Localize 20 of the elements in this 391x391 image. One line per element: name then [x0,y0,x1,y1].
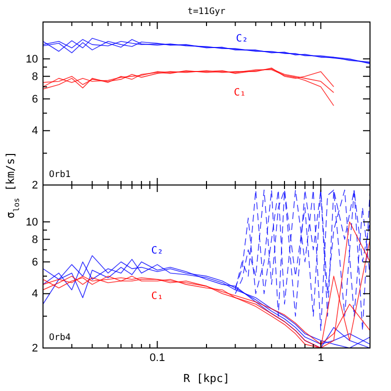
y-tick-label: 4 [32,288,38,300]
chart-title: t=11Gyr [188,7,226,17]
y-tick-label: 2 [32,342,38,355]
y-tick-label: 4 [32,125,38,138]
annotation: C₂ [236,34,248,45]
y-tick-label: 10 [26,53,38,66]
x-axis-title: R [kpc] [183,372,230,385]
annotation: C₂ [151,245,164,256]
y-tick-label: 6 [32,93,38,106]
y-tick-label: 10 [26,216,38,228]
y-tick-label: 8 [32,70,38,83]
annotation: C₁ [151,291,164,302]
annotation: Orb4 [49,332,71,343]
y-tick-label: 2 [32,180,38,192]
x-tick-label: 0.1 [150,352,165,364]
x-tick-label: 1 [318,352,324,364]
y-tick-label: 8 [32,234,38,246]
y-tick-label: 6 [32,256,38,268]
annotation: Orb1 [49,170,71,180]
annotation: C₁ [234,87,246,98]
